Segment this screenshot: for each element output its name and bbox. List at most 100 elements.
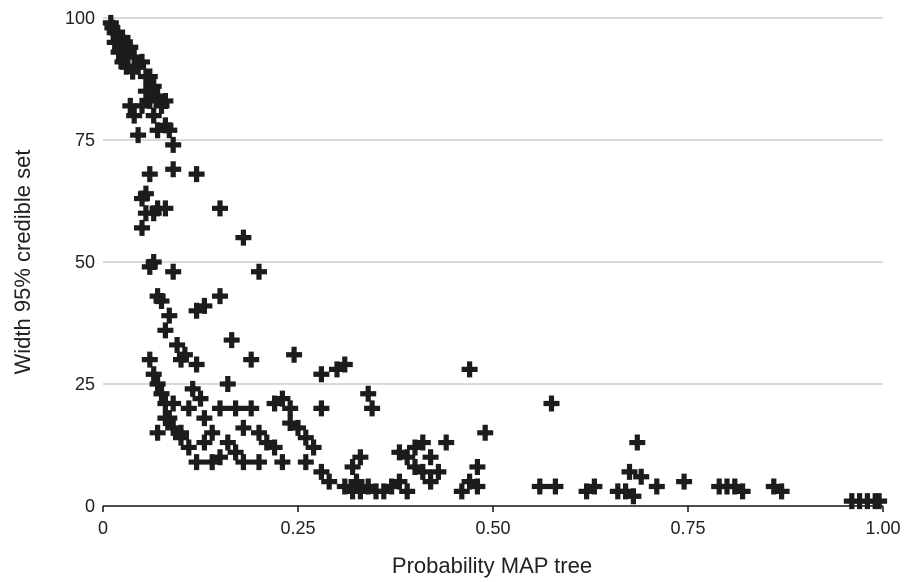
data-point [134,97,150,114]
data-point [391,444,408,461]
data-point [126,107,143,124]
data-point [165,136,182,153]
data-point [243,400,260,417]
data-points [102,14,888,510]
data-point [137,83,154,100]
data-point [321,473,338,490]
data-point [258,434,275,451]
data-point [360,478,377,495]
data-point [145,254,162,270]
data-point [531,478,548,495]
data-point [274,390,291,407]
data-point [407,458,423,475]
data-point [543,395,560,412]
y-tick-label: 75 [75,130,95,150]
data-point [477,424,494,441]
data-point [469,458,486,475]
data-point [141,351,158,368]
data-point [422,449,439,466]
data-point [157,92,174,109]
data-point [122,97,139,114]
data-point [130,127,147,144]
tick-labels: 0 25 50 75 100 0 0.25 0.50 0.75 1.00 [65,8,901,538]
data-point [114,53,131,70]
data-point [430,463,447,480]
data-point [227,400,244,417]
data-point [629,434,646,451]
data-point [676,473,693,490]
y-tick-label: 100 [65,8,95,28]
data-point [122,39,139,56]
data-point [126,49,143,66]
data-point [134,190,150,207]
data-point [282,415,299,432]
data-point [137,185,154,202]
x-axis-label: Probability MAP tree [392,553,592,578]
data-point [165,395,182,412]
data-point [192,390,209,407]
data-point [114,29,131,46]
data-point [173,351,189,368]
data-point [149,376,166,392]
data-point [157,200,174,217]
x-tick-label: 0.75 [670,518,705,538]
data-point [212,288,228,305]
data-point [149,122,166,139]
data-point [153,293,170,310]
data-point [578,483,595,500]
data-point [469,478,486,495]
data-point [251,263,267,280]
y-tick-label: 50 [75,252,95,272]
data-point [547,478,564,495]
data-point [461,473,478,490]
data-point [106,34,123,51]
data-point [153,97,170,114]
data-point [204,454,221,471]
data-point [453,483,470,500]
data-point [141,258,158,275]
data-point [734,483,751,500]
data-point [161,307,178,324]
axes [102,505,884,512]
data-point [329,361,345,378]
data-point [282,400,299,417]
data-point [157,322,174,339]
data-point [130,58,147,75]
data-point [438,434,455,451]
data-point [297,429,314,446]
data-point [871,493,888,510]
data-point [352,449,369,466]
data-point [348,473,365,490]
data-point [137,205,154,222]
x-tick-label: 0 [98,518,108,538]
data-point [165,263,182,280]
data-point [134,219,150,236]
data-point [219,376,236,392]
x-tick-label: 1.00 [865,518,900,538]
data-point [414,434,431,451]
y-tick-label: 25 [75,374,95,394]
data-point [149,288,166,305]
grid-lines [103,17,883,385]
data-point [196,434,213,451]
data-point [352,483,369,500]
y-tick-label: 0 [85,496,95,516]
data-point [243,351,260,368]
data-point [212,200,228,217]
data-point [227,444,244,461]
data-point [145,366,162,383]
data-point [399,449,416,466]
data-point [180,439,197,456]
x-tick-label: 0.25 [280,518,315,538]
data-point [145,78,162,95]
data-point [251,424,267,441]
data-point [617,483,634,500]
data-point [313,463,330,480]
data-point [765,478,782,495]
data-point [141,92,158,109]
data-point [274,454,291,471]
data-point [391,473,408,490]
data-point [149,88,166,105]
data-point [110,44,127,61]
